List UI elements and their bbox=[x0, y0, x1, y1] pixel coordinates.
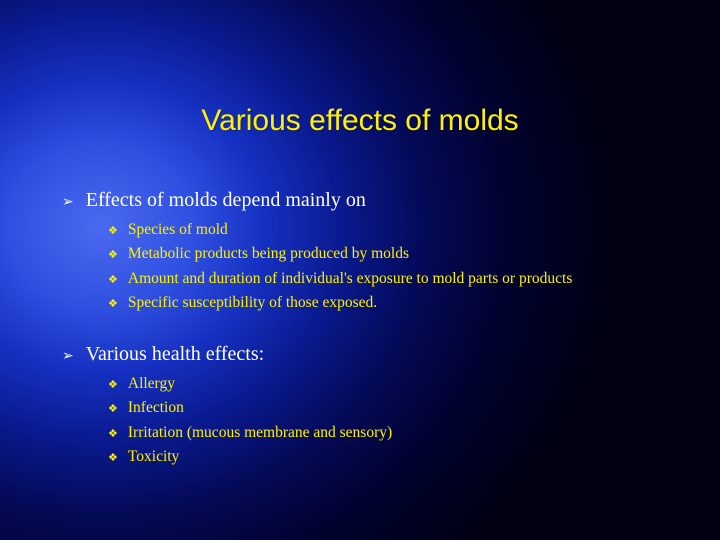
list-item: ❖ Specific susceptibility of those expos… bbox=[108, 293, 680, 313]
clover-bullet-icon: ❖ bbox=[108, 402, 118, 417]
list-item: ❖ Amount and duration of individual's ex… bbox=[108, 269, 680, 289]
list-item: ❖ Metabolic products being produced by m… bbox=[108, 244, 680, 264]
item-text: Irritation (mucous membrane and sensory) bbox=[128, 423, 392, 443]
section-1: ➢ Effects of molds depend mainly on ❖ Sp… bbox=[62, 188, 680, 314]
item-text: Infection bbox=[128, 398, 184, 418]
clover-bullet-icon: ❖ bbox=[108, 451, 118, 466]
item-text: Specific susceptibility of those exposed… bbox=[128, 293, 377, 313]
item-text: Amount and duration of individual's expo… bbox=[128, 269, 572, 289]
item-text: Allergy bbox=[128, 374, 175, 394]
clover-bullet-icon: ❖ bbox=[108, 248, 118, 263]
slide-title: Various effects of molds bbox=[0, 104, 720, 138]
clover-bullet-icon: ❖ bbox=[108, 378, 118, 393]
clover-bullet-icon: ❖ bbox=[108, 297, 118, 312]
list-item: ❖ Species of mold bbox=[108, 220, 680, 240]
section-1-title: Effects of molds depend mainly on bbox=[86, 188, 366, 212]
section-2-header: ➢ Various health effects: bbox=[62, 342, 680, 366]
section-1-list: ❖ Species of mold ❖ Metabolic products b… bbox=[108, 220, 680, 314]
section-2-title: Various health effects: bbox=[86, 342, 264, 366]
clover-bullet-icon: ❖ bbox=[108, 427, 118, 442]
section-2-list: ❖ Allergy ❖ Infection ❖ Irritation (muco… bbox=[108, 374, 680, 468]
arrow-bullet-icon: ➢ bbox=[62, 347, 74, 364]
list-item: ❖ Infection bbox=[108, 398, 680, 418]
list-item: ❖ Irritation (mucous membrane and sensor… bbox=[108, 423, 680, 443]
clover-bullet-icon: ❖ bbox=[108, 273, 118, 288]
clover-bullet-icon: ❖ bbox=[108, 224, 118, 239]
item-text: Toxicity bbox=[128, 447, 179, 467]
list-item: ❖ Allergy bbox=[108, 374, 680, 394]
item-text: Species of mold bbox=[128, 220, 228, 240]
section-2: ➢ Various health effects: ❖ Allergy ❖ In… bbox=[62, 342, 680, 468]
arrow-bullet-icon: ➢ bbox=[62, 193, 74, 210]
item-text: Metabolic products being produced by mol… bbox=[128, 244, 409, 264]
list-item: ❖ Toxicity bbox=[108, 447, 680, 467]
section-1-header: ➢ Effects of molds depend mainly on bbox=[62, 188, 680, 212]
slide-content: ➢ Effects of molds depend mainly on ❖ Sp… bbox=[62, 188, 680, 496]
